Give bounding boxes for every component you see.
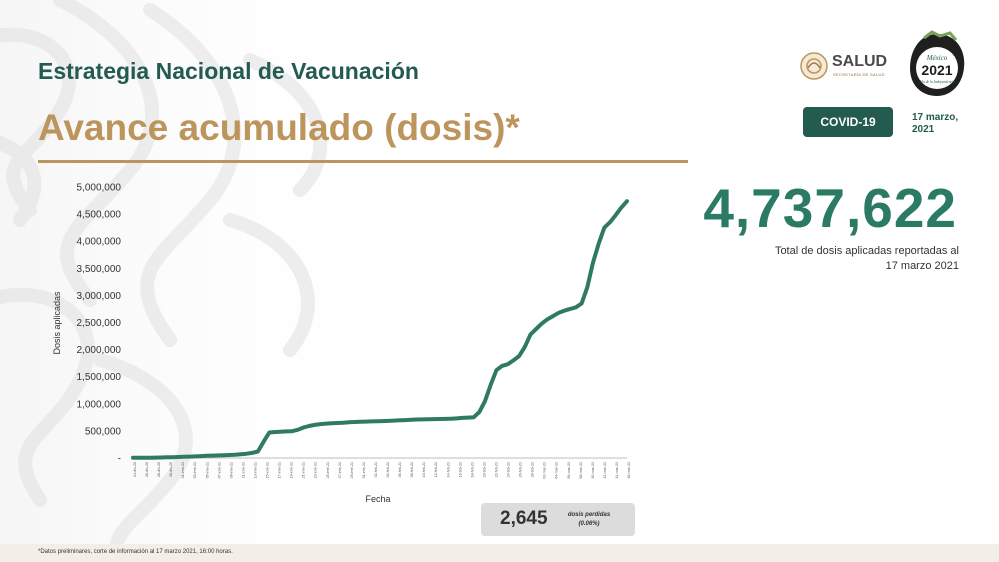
x-tick-label: 12-feb-21: [434, 462, 438, 477]
x-tick-label: 28-dic-20: [157, 462, 161, 477]
x-tick-label: 15-ene-21: [266, 462, 270, 478]
x-tick-label: 10-mar-21: [591, 462, 595, 479]
x-axis-ticks: 24-dic-20 26-dic-20 28-dic-20 30-dic-20 01-e…: [133, 462, 631, 479]
salud-logo-subtitle: SECRETARÍA DE SALUD: [833, 72, 885, 77]
total-doses-caption: Total de dosis aplicadas reportadas al 1…: [774, 245, 959, 272]
x-tick-label: 02-feb-21: [374, 462, 378, 477]
x-tick-label: 14-feb-21: [446, 462, 450, 477]
page-subtitle: Avance acumulado (dosis)*: [38, 107, 520, 148]
y-tick-label: 3,500,000: [77, 264, 122, 275]
x-tick-label: 06-mar-21: [567, 462, 571, 479]
x-tick-label: 30-dic-20: [169, 462, 173, 477]
x-tick-label: 13-ene-21: [253, 462, 257, 478]
x-tick-label: 06-feb-21: [398, 462, 402, 477]
x-tick-label: 12-mar-21: [603, 462, 607, 479]
x-tick-label: 11-ene-21: [241, 462, 245, 478]
y-tick-label: 500,000: [85, 426, 122, 437]
x-tick-label: 01-ene-21: [181, 462, 185, 478]
svg-text:2021: 2021: [921, 62, 952, 78]
x-tick-label: 26-dic-20: [145, 462, 149, 477]
y-tick-label: 2,500,000: [77, 318, 122, 329]
y-axis-ticks: - 500,000 1,000,000 1,500,000 2,000,000 2,500…: [77, 183, 122, 465]
x-tick-label: 16-feb-21: [458, 462, 462, 477]
x-tick-label: 02-mar-21: [543, 462, 547, 479]
x-tick-label: 18-feb-21: [470, 462, 474, 477]
x-tick-label: 24-feb-21: [507, 462, 511, 477]
y-tick-label: 4,500,000: [77, 210, 122, 221]
svg-text:Año de la Independencia: Año de la Independencia: [918, 80, 955, 84]
x-tick-label: 07-ene-21: [217, 462, 221, 478]
footnote: *Datos preliminares, corte de informació…: [38, 549, 233, 555]
x-tick-label: 08-mar-21: [579, 462, 583, 479]
x-tick-label: 05-ene-21: [205, 462, 209, 478]
report-date: 17 marzo, 2021: [912, 112, 959, 135]
y-tick-label: 1,500,000: [77, 372, 122, 383]
x-tick-label: 09-ene-21: [229, 462, 233, 478]
series-line-dosis: [131, 199, 629, 460]
svg-text:México: México: [926, 54, 948, 62]
lost-doses-value: 2,645: [500, 508, 548, 529]
x-tick-label: 27-ene-21: [338, 462, 342, 478]
x-tick-label: 17-ene-21: [278, 462, 282, 478]
total-doses-value: 4,737,622: [703, 177, 957, 239]
x-tick-label: 28-feb-21: [531, 462, 535, 477]
x-tick-label: 21-ene-21: [302, 462, 306, 478]
x-tick-label: 25-ene-21: [326, 462, 330, 478]
x-tick-label: 24-dic-20: [133, 462, 137, 477]
title-divider: [38, 160, 688, 163]
x-tick-label: 14-mar-21: [615, 462, 619, 479]
x-axis-label: Fecha: [365, 494, 390, 504]
lost-doses-label: dosis perdidas (0.06%): [567, 512, 611, 527]
page-title: Estrategia Nacional de Vacunación: [38, 58, 419, 84]
y-tick-label: 1,000,000: [77, 399, 122, 410]
y-tick-label: 4,000,000: [77, 237, 122, 248]
x-tick-label: 22-feb-21: [494, 462, 498, 477]
x-tick-label: 26-feb-21: [519, 462, 523, 477]
x-tick-label: 03-ene-21: [193, 462, 197, 478]
x-tick-label: 04-mar-21: [555, 462, 559, 479]
covid-19-badge: COVID-19: [803, 107, 893, 137]
x-tick-label: 20-feb-21: [482, 462, 486, 477]
x-tick-label: 04-feb-21: [386, 462, 390, 477]
x-tick-label: 16-mar-21: [627, 462, 631, 479]
y-tick-label: 5,000,000: [77, 183, 122, 194]
salud-emblem-icon: [800, 52, 828, 80]
mexico-2021-seal-icon: México 2021 Año de la Independencia: [910, 30, 965, 96]
x-tick-label: 10-feb-21: [422, 462, 426, 477]
cumulative-doses-chart: - 500,000 1,000,000 1,500,000 2,000,000 2,500…: [52, 183, 631, 505]
y-axis-label: Dosis aplicadas: [52, 291, 62, 355]
x-tick-label: 23-ene-21: [314, 462, 318, 478]
x-tick-label: 29-ene-21: [350, 462, 354, 478]
footer-bar: [0, 544, 999, 562]
x-tick-label: 31-ene-21: [362, 462, 366, 478]
x-tick-label: 08-feb-21: [410, 462, 414, 477]
y-tick-label: -: [118, 454, 121, 465]
x-tick-label: 19-ene-21: [290, 462, 294, 478]
y-tick-label: 2,000,000: [77, 345, 122, 356]
y-tick-label: 3,000,000: [77, 291, 122, 302]
lost-doses-box: [481, 503, 635, 536]
salud-logo-text: SALUD: [832, 53, 888, 70]
